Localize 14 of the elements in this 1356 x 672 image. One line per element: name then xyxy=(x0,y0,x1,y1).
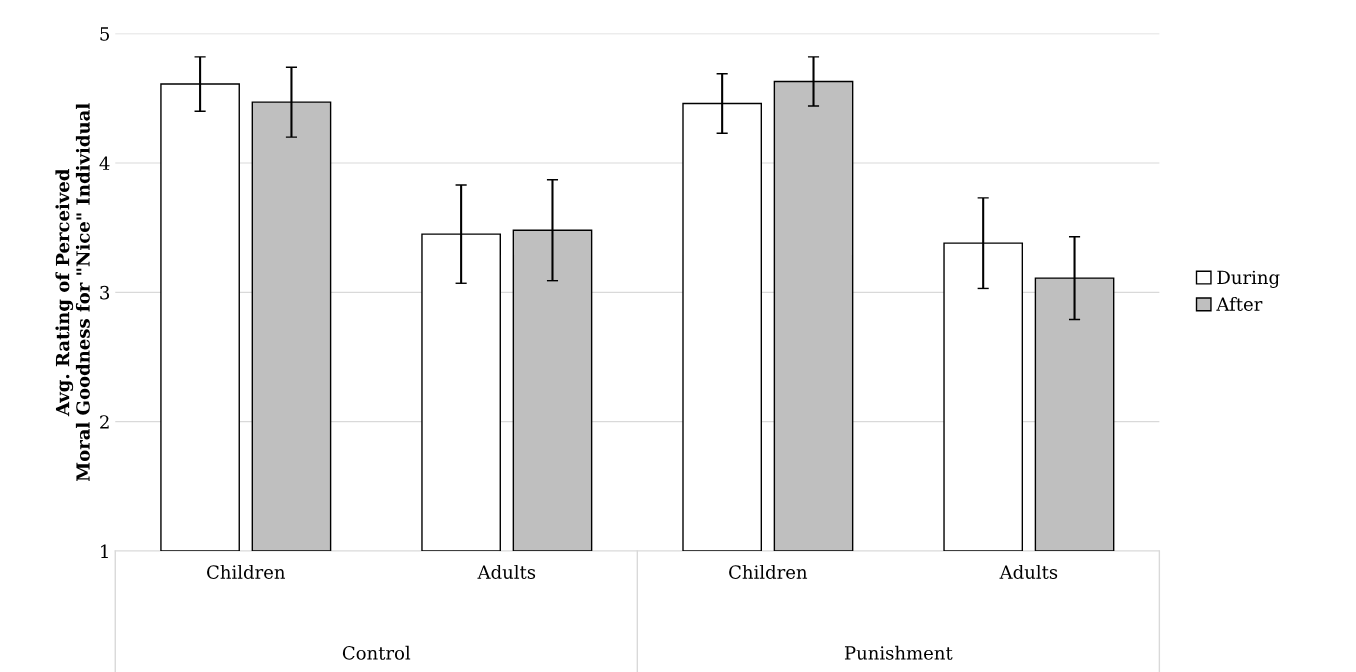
legend-label: During xyxy=(1217,270,1280,288)
y-tick-label: 5 xyxy=(100,27,110,41)
x-tick-label: Adults xyxy=(477,564,536,579)
y-tick-label: 2 xyxy=(100,415,109,429)
x-tick-label: Children xyxy=(207,564,286,579)
x-tick-label: Children xyxy=(729,564,808,579)
text: Control xyxy=(342,645,411,660)
y-tick-label: 4 xyxy=(99,156,110,170)
legend-label: After xyxy=(1216,296,1263,311)
x-tick-label: Adults xyxy=(999,564,1058,579)
text: Punishment xyxy=(844,645,953,660)
y-tick-label: 3 xyxy=(100,285,110,300)
y-axis-title: Avg. Rating of Perceived Moral Goodness for "Nice" Individual xyxy=(55,103,90,482)
y-tick-label: 1 xyxy=(101,544,108,558)
